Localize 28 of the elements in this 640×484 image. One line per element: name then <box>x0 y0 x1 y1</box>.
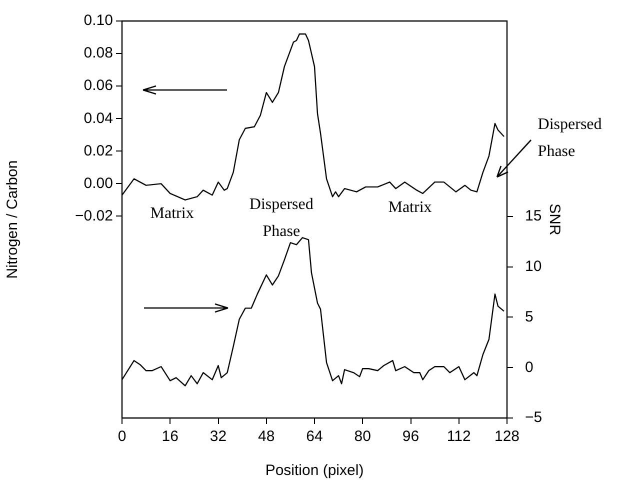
annotation: Matrix <box>388 199 432 216</box>
x-tick-label: 16 <box>162 428 178 446</box>
text: Dispersed Phase <box>538 116 602 160</box>
x-tick-label: 32 <box>210 428 227 446</box>
x-tick-label: 128 <box>494 428 520 446</box>
y-tick-label: 0.06 <box>84 77 113 94</box>
x-tick-label: 0 <box>118 428 126 446</box>
y2-tick-label: 15 <box>525 208 542 225</box>
y2-tick-label: 5 <box>525 308 534 326</box>
y-tick-label: 0.04 <box>84 110 113 127</box>
y-tick-label: 0.02 <box>84 142 113 160</box>
y2-tick-label: 10 <box>525 258 542 275</box>
annotation: Dispersed Phase <box>249 196 314 240</box>
x-tick-label: 112 <box>446 428 471 446</box>
y-tick-label: −0.02 <box>75 207 113 224</box>
x-tick-label: 48 <box>258 428 275 446</box>
x-tick-label: 96 <box>402 428 420 446</box>
y2-tick-label: 0 <box>525 358 534 376</box>
x-tick-label: 64 <box>306 428 323 446</box>
y-tick-label: 0.08 <box>84 44 113 62</box>
y-axis-title: Nitrogen / Carbon <box>4 160 22 279</box>
y-tick-label: 0.00 <box>84 174 113 192</box>
x-axis-title: Position (pixel) <box>265 462 364 480</box>
y2-tick-label: −5 <box>525 409 542 426</box>
x-tick-label: 80 <box>354 428 371 446</box>
annotation: Matrix <box>150 205 194 222</box>
y-tick-label: 0.10 <box>84 12 113 30</box>
y2-axis-title: SNR <box>546 204 563 236</box>
